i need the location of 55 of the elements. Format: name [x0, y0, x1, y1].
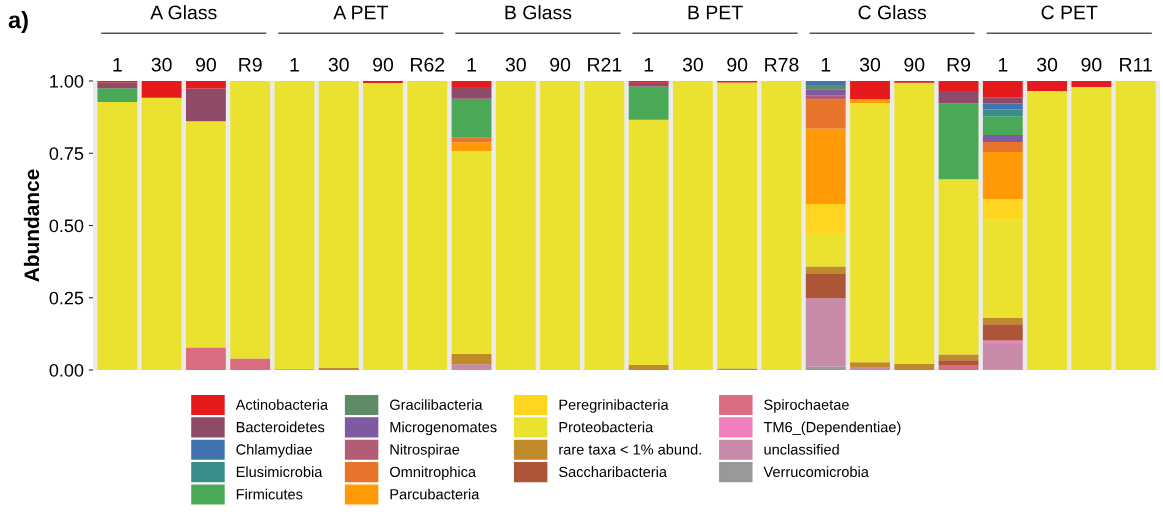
- y-tick-label: 1.00: [50, 74, 84, 88]
- x-tick-label: 30: [151, 57, 172, 72]
- legend-label: Peregrinibacteria: [559, 399, 669, 413]
- text: C Glass: [858, 5, 927, 20]
- y-tick-label: 0.00: [49, 363, 84, 377]
- y-tick-label: 0.25: [49, 291, 84, 305]
- text: a): [8, 11, 28, 33]
- x-tick-label: 1: [290, 58, 299, 72]
- legend-label: Firmicutes: [236, 488, 303, 500]
- x-tick-label: 30: [859, 57, 881, 72]
- legend-label: Nitrospirae: [390, 443, 460, 458]
- x-tick-label: 90: [196, 57, 216, 72]
- x-tick-label: 1: [644, 58, 654, 72]
- x-tick-label: 90: [550, 57, 571, 72]
- legend-label: Gracilibacteria: [390, 399, 483, 410]
- x-tick-label: 1: [467, 58, 476, 72]
- legend-label: Parcubacteria: [390, 488, 480, 500]
- x-tick-label: 90: [727, 57, 748, 72]
- x-tick-label: R9: [947, 57, 971, 72]
- y-axis-title: Abundance: [23, 169, 40, 282]
- legend-label: Microgenomates: [390, 421, 497, 436]
- text: B Glass: [505, 5, 572, 20]
- x-tick-label: 30: [505, 57, 526, 72]
- x-tick-label: 1: [113, 58, 122, 72]
- legend-label: Saccharibacteria: [559, 466, 667, 478]
- y-tick-label: 0.50: [49, 219, 84, 233]
- x-tick-label: 90: [373, 57, 394, 72]
- x-tick-label: R9: [239, 57, 262, 72]
- legend-label: TM6_(Dependentiae): [763, 421, 901, 436]
- x-tick-label: 90: [1081, 57, 1102, 72]
- legend-label: Omnitrophica: [390, 466, 477, 480]
- legend-label: Actinobacteria: [235, 399, 329, 410]
- x-tick-label: 1: [998, 58, 1008, 72]
- legend-label: Bacteroidetes: [236, 421, 325, 433]
- x-tick-label: R78: [765, 57, 799, 72]
- x-tick-label: R11: [1120, 58, 1152, 72]
- x-tick-label: R21: [588, 57, 622, 72]
- legend-label: Elusimicrobia: [236, 466, 323, 478]
- x-tick-label: 1: [821, 58, 831, 72]
- y-tick-label: 0.75: [49, 147, 84, 160]
- x-tick-label: 90: [904, 57, 925, 72]
- legend-label: Proteobacteria: [559, 421, 654, 433]
- x-tick-label: 30: [1037, 57, 1058, 72]
- legend-label: Chlamydiae: [236, 443, 313, 458]
- text: B PET: [688, 5, 743, 20]
- text: A Glass: [150, 5, 217, 20]
- x-tick-label: 30: [328, 57, 349, 72]
- legend-label: unclassified: [764, 443, 839, 455]
- text: A PET: [333, 5, 388, 20]
- x-tick-label: 30: [682, 57, 703, 72]
- legend-label: Verrucomicrobia: [763, 466, 869, 478]
- x-tick-label: R62: [411, 57, 445, 72]
- legend-label: Spirochaetae: [764, 399, 849, 413]
- legend-label: rare taxa < 1% abund.: [559, 443, 701, 455]
- text: C PET: [1041, 5, 1098, 20]
